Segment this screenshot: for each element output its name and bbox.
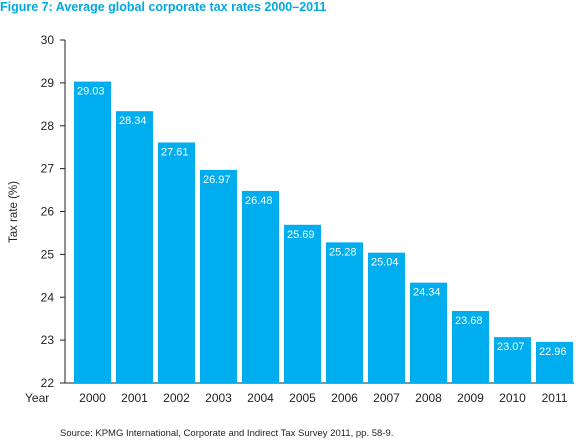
bar-value-label: 26.97 — [203, 174, 231, 186]
bar-value-label: 28.34 — [119, 115, 147, 127]
bar-value-label: 24.34 — [413, 287, 441, 299]
y-tick-label: 30 — [41, 33, 55, 47]
bar-2009 — [452, 310, 489, 383]
bar-value-label: 27.61 — [161, 146, 189, 158]
y-axis: 22 23 24 25 26 27 28 29 30 — [41, 33, 66, 390]
bar-2004 — [242, 190, 279, 383]
x-tick-label: 2010 — [499, 391, 526, 405]
bar-value-label: 25.04 — [371, 257, 399, 269]
bar-value-label: 25.69 — [287, 229, 315, 241]
x-axis-label: Year — [25, 391, 49, 405]
x-tick-label: 2011 — [542, 391, 568, 405]
bar-2011 — [536, 341, 573, 383]
x-tick-label: 2009 — [457, 391, 484, 405]
bar-2007 — [368, 252, 405, 383]
bar-value-label: 29.03 — [77, 86, 105, 98]
bar-2001 — [116, 111, 153, 384]
y-ticks: 22 23 24 25 26 27 28 29 30 — [41, 33, 65, 390]
x-tick-label: 2004 — [247, 391, 274, 405]
bar-2010 — [494, 337, 531, 383]
y-tick-label: 24 — [41, 290, 55, 304]
x-ticks: 2000 2001 2002 2003 2004 2005 2006 2007 2008 2009… — [79, 391, 568, 405]
bar-value-label: 25.28 — [329, 246, 357, 258]
x-axis: Year 2000 2001 2002 2003 2004 2005 2006 2007 200… — [25, 382, 574, 405]
x-tick-label: 2000 — [79, 391, 106, 405]
chart-title: Figure 7: Average global corporate tax r… — [0, 0, 327, 14]
y-tick-label: 26 — [41, 205, 55, 219]
bar-chart: 22 23 24 25 26 27 28 29 30 Year 2000 2001 2002 2003… — [25, 33, 574, 405]
bar-2002 — [158, 142, 195, 383]
bar-value-label: 23.07 — [497, 341, 525, 353]
x-tick-label: 2002 — [163, 391, 190, 405]
x-tick-label: 2003 — [205, 391, 232, 405]
x-tick-label: 2007 — [373, 391, 400, 405]
y-tick-label: 23 — [41, 333, 55, 347]
y-tick-label: 27 — [41, 162, 55, 176]
bar-2005 — [284, 224, 321, 383]
bar-value-label: 26.48 — [245, 195, 273, 207]
x-tick-label: 2008 — [415, 391, 442, 405]
x-tick-label: 2006 — [331, 391, 358, 405]
bar-2008 — [410, 282, 447, 383]
y-tick-label: 29 — [41, 76, 55, 90]
bar-2006 — [326, 242, 363, 383]
bars: 29.03 28.34 27.61 26.97 26.48 25.69 25.28 25.04… — [74, 81, 573, 384]
y-tick-label: 22 — [41, 376, 55, 390]
y-tick-label: 25 — [41, 247, 55, 261]
bar-2000 — [74, 81, 111, 384]
y-tick-label: 28 — [41, 119, 55, 133]
bar-2003 — [200, 169, 237, 383]
source-note: Source: KPMG International, Corporate an… — [60, 428, 394, 439]
bar-value-label: 23.68 — [455, 315, 483, 327]
x-tick-label: 2005 — [289, 391, 316, 405]
x-tick-label: 2001 — [121, 391, 148, 405]
bar-value-label: 22.96 — [539, 346, 567, 358]
